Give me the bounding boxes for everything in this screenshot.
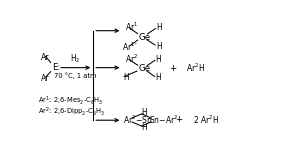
Text: +: +: [175, 116, 182, 124]
Text: Ar$^2$: Ar$^2$: [125, 53, 138, 65]
Text: 70 °C, 1 atm: 70 °C, 1 atm: [54, 72, 97, 79]
Text: 2 Ar$^2$H: 2 Ar$^2$H: [193, 114, 219, 126]
Text: Ar$^2$H: Ar$^2$H: [186, 62, 205, 74]
Text: +: +: [169, 64, 176, 73]
Text: H: H: [156, 23, 162, 32]
Text: Ar$^1$: 2,6-Mes$_2$-C$_6$H$_3$: Ar$^1$: 2,6-Mes$_2$-C$_6$H$_3$: [38, 94, 103, 107]
Text: H: H: [156, 42, 162, 51]
Text: Ar: Ar: [41, 74, 49, 82]
Text: Ge: Ge: [138, 64, 150, 73]
Text: Ar$^2$: 2,6-Dipp$_2$-C$_6$H$_3$: Ar$^2$: 2,6-Dipp$_2$-C$_6$H$_3$: [38, 106, 105, 118]
Text: H$_2$: H$_2$: [70, 53, 81, 65]
Text: Ge: Ge: [138, 33, 150, 42]
Text: H: H: [141, 108, 147, 117]
Text: Ar$^1$′: Ar$^1$′: [122, 41, 138, 53]
Text: H: H: [141, 123, 147, 132]
Text: Sn−Ar$^2$: Sn−Ar$^2$: [149, 114, 179, 126]
Text: Ar$^2$−Sn: Ar$^2$−Sn: [123, 114, 153, 126]
Text: H: H: [156, 73, 162, 82]
Text: Ar$^1$: Ar$^1$: [125, 21, 138, 33]
Text: H: H: [156, 54, 162, 63]
Text: H: H: [123, 73, 129, 82]
Text: Ar: Ar: [41, 53, 49, 62]
Text: E:: E:: [52, 63, 61, 72]
